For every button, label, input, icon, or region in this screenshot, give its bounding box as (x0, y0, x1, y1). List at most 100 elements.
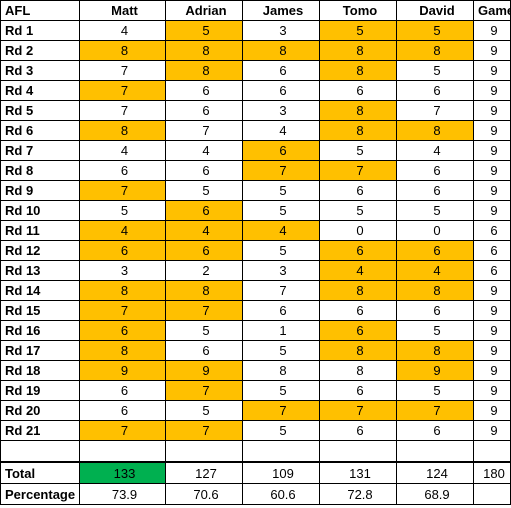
score-cell-tomo[interactable]: 6 (319, 300, 397, 321)
score-cell-matt[interactable]: 6 (79, 240, 166, 261)
score-cell-james[interactable]: 5 (242, 180, 320, 201)
games-header[interactable]: Games (473, 0, 511, 21)
score-cell-david[interactable]: 8 (396, 340, 474, 361)
score-cell-tomo[interactable]: 6 (319, 320, 397, 341)
score-cell-james[interactable]: 7 (242, 400, 320, 421)
score-cell-matt[interactable]: 8 (79, 280, 166, 301)
score-cell-adrian[interactable]: 4 (165, 140, 243, 161)
round-label[interactable]: Rd 21 (0, 420, 80, 441)
score-cell-matt[interactable]: 6 (79, 380, 166, 401)
games-cell[interactable]: 9 (473, 80, 511, 101)
round-label[interactable]: Rd 16 (0, 320, 80, 341)
round-label[interactable]: Rd 12 (0, 240, 80, 261)
score-cell-tomo[interactable]: 0 (319, 220, 397, 241)
games-cell[interactable]: 9 (473, 40, 511, 61)
total-row-games-cell[interactable]: 180 (473, 461, 511, 484)
round-label[interactable]: Rd 15 (0, 300, 80, 321)
games-cell[interactable]: 6 (473, 260, 511, 281)
games-cell[interactable]: 6 (473, 240, 511, 261)
games-cell[interactable]: 9 (473, 100, 511, 121)
empty-cell[interactable] (396, 440, 474, 463)
score-cell-david[interactable]: 9 (396, 360, 474, 381)
games-cell[interactable]: 9 (473, 20, 511, 41)
score-cell-adrian[interactable]: 5 (165, 180, 243, 201)
score-cell-matt[interactable]: 4 (79, 140, 166, 161)
score-cell-adrian[interactable]: 9 (165, 360, 243, 381)
games-cell[interactable]: 9 (473, 120, 511, 141)
player-header-matt[interactable]: Matt (79, 0, 166, 21)
score-cell-adrian[interactable]: 6 (165, 160, 243, 181)
score-cell-adrian[interactable]: 2 (165, 260, 243, 281)
score-cell-james[interactable]: 8 (242, 360, 320, 381)
score-cell-david[interactable]: 5 (396, 20, 474, 41)
score-cell-james[interactable]: 5 (242, 340, 320, 361)
round-label[interactable]: Rd 5 (0, 100, 80, 121)
score-cell-david[interactable]: 4 (396, 140, 474, 161)
player-header-james[interactable]: James (242, 0, 320, 21)
score-cell-james[interactable]: 4 (242, 220, 320, 241)
score-cell-adrian[interactable]: 7 (165, 120, 243, 141)
round-label[interactable]: Rd 6 (0, 120, 80, 141)
score-cell-matt[interactable]: 6 (79, 400, 166, 421)
percentage-row-cell-matt[interactable]: 73.9 (79, 483, 166, 505)
round-label[interactable]: Rd 14 (0, 280, 80, 301)
empty-cell[interactable] (165, 440, 243, 463)
empty-cell[interactable] (79, 440, 166, 463)
empty-cell[interactable] (0, 440, 80, 463)
score-cell-adrian[interactable]: 8 (165, 60, 243, 81)
percentage-row-cell-james[interactable]: 60.6 (242, 483, 320, 505)
round-label[interactable]: Rd 7 (0, 140, 80, 161)
score-cell-adrian[interactable]: 6 (165, 340, 243, 361)
score-cell-james[interactable]: 7 (242, 160, 320, 181)
score-cell-james[interactable]: 6 (242, 300, 320, 321)
games-cell[interactable]: 6 (473, 220, 511, 241)
score-cell-james[interactable]: 5 (242, 380, 320, 401)
round-label[interactable]: Rd 13 (0, 260, 80, 281)
score-cell-tomo[interactable]: 8 (319, 60, 397, 81)
score-cell-adrian[interactable]: 5 (165, 400, 243, 421)
score-cell-adrian[interactable]: 4 (165, 220, 243, 241)
score-cell-tomo[interactable]: 8 (319, 340, 397, 361)
games-cell[interactable]: 9 (473, 320, 511, 341)
total-row-label[interactable]: Total (0, 461, 80, 484)
score-cell-james[interactable]: 8 (242, 40, 320, 61)
score-cell-tomo[interactable]: 6 (319, 380, 397, 401)
games-cell[interactable]: 9 (473, 280, 511, 301)
score-cell-david[interactable]: 6 (396, 80, 474, 101)
score-cell-adrian[interactable]: 7 (165, 420, 243, 441)
score-cell-david[interactable]: 8 (396, 40, 474, 61)
score-cell-adrian[interactable]: 7 (165, 300, 243, 321)
total-row-cell-adrian[interactable]: 127 (165, 461, 243, 484)
score-cell-matt[interactable]: 4 (79, 20, 166, 41)
score-cell-adrian[interactable]: 6 (165, 80, 243, 101)
round-label[interactable]: Rd 11 (0, 220, 80, 241)
round-label[interactable]: Rd 1 (0, 20, 80, 41)
score-cell-james[interactable]: 4 (242, 120, 320, 141)
games-cell[interactable]: 9 (473, 60, 511, 81)
round-label[interactable]: Rd 2 (0, 40, 80, 61)
score-cell-james[interactable]: 3 (242, 260, 320, 281)
score-cell-david[interactable]: 7 (396, 100, 474, 121)
score-cell-david[interactable]: 8 (396, 120, 474, 141)
score-cell-matt[interactable]: 8 (79, 340, 166, 361)
score-cell-adrian[interactable]: 7 (165, 380, 243, 401)
games-cell[interactable]: 9 (473, 300, 511, 321)
score-cell-matt[interactable]: 7 (79, 60, 166, 81)
total-row-cell-matt[interactable]: 133 (79, 461, 166, 484)
games-cell[interactable]: 9 (473, 360, 511, 381)
score-cell-adrian[interactable]: 6 (165, 200, 243, 221)
percentage-row-cell-tomo[interactable]: 72.8 (319, 483, 397, 505)
score-cell-david[interactable]: 4 (396, 260, 474, 281)
total-row-cell-david[interactable]: 124 (396, 461, 474, 484)
score-cell-david[interactable]: 6 (396, 300, 474, 321)
score-cell-james[interactable]: 3 (242, 20, 320, 41)
score-cell-david[interactable]: 8 (396, 280, 474, 301)
percentage-row-cell-adrian[interactable]: 70.6 (165, 483, 243, 505)
score-cell-david[interactable]: 5 (396, 320, 474, 341)
score-cell-david[interactable]: 6 (396, 420, 474, 441)
score-cell-matt[interactable]: 9 (79, 360, 166, 381)
score-cell-adrian[interactable]: 5 (165, 320, 243, 341)
score-cell-david[interactable]: 5 (396, 60, 474, 81)
score-cell-adrian[interactable]: 8 (165, 280, 243, 301)
score-cell-tomo[interactable]: 7 (319, 160, 397, 181)
